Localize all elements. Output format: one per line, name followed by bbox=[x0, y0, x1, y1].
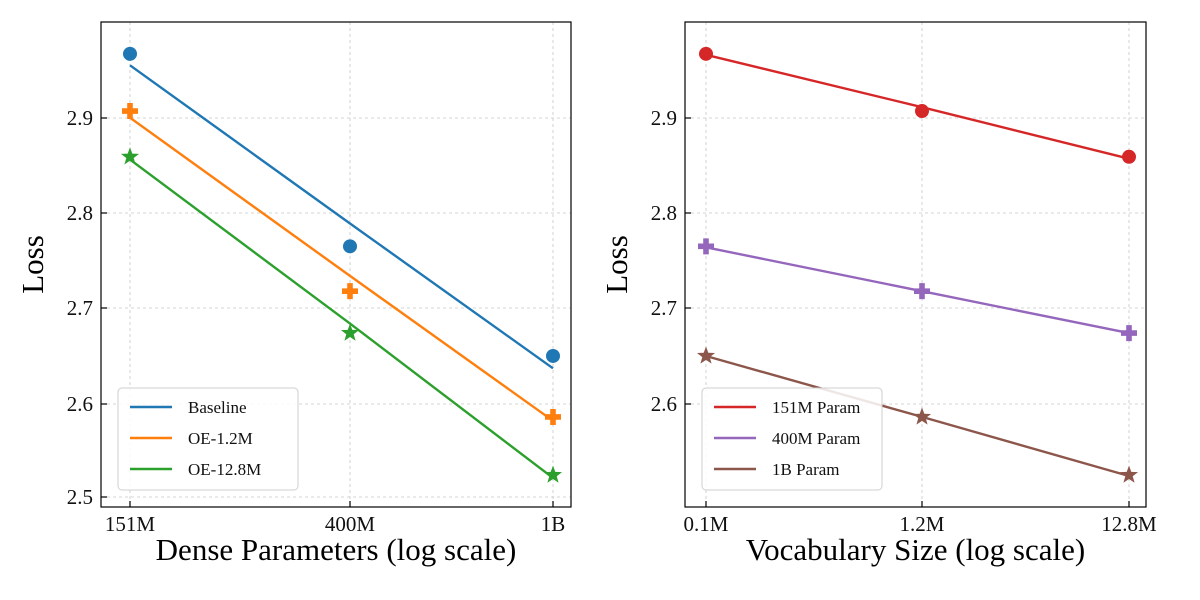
legend-entry: 151M Param bbox=[772, 398, 860, 417]
data-point bbox=[543, 465, 563, 483]
series-baseline bbox=[123, 46, 560, 370]
data-point bbox=[122, 103, 138, 120]
panel-vocabulary-size: 2.6 2.7 2.8 2.9 0.1M 1.2M 12.8M Vocabulary Size… bbox=[599, 21, 1157, 567]
y-tick-label: 2.7 bbox=[651, 296, 677, 320]
y-tick-label: 2.8 bbox=[67, 201, 93, 225]
y-tick-label: 2.7 bbox=[67, 296, 93, 320]
legend-entry: Baseline bbox=[188, 398, 247, 417]
y-tick-label: 2.6 bbox=[651, 392, 677, 416]
legend-entry: 1B Param bbox=[772, 460, 840, 479]
data-point bbox=[1121, 325, 1137, 342]
series-151m-param bbox=[699, 46, 1136, 164]
data-point bbox=[1119, 465, 1139, 483]
data-point bbox=[914, 283, 930, 300]
data-point bbox=[343, 239, 357, 254]
data-point bbox=[1122, 149, 1136, 164]
data-point bbox=[698, 238, 714, 255]
legend-entry: OE-12.8M bbox=[188, 460, 261, 479]
series-fit-line bbox=[129, 116, 554, 422]
y-axis-label: Loss bbox=[15, 235, 50, 294]
data-point bbox=[915, 104, 929, 119]
x-tick-label: 1B bbox=[541, 512, 566, 536]
x-tick-label: 12.8M bbox=[1101, 512, 1157, 536]
series-1b-param bbox=[696, 346, 1139, 483]
data-point bbox=[545, 408, 561, 425]
x-tick-label: 1.2M bbox=[900, 512, 945, 536]
legend-box bbox=[701, 387, 883, 491]
y-tick-label: 2.9 bbox=[651, 106, 677, 130]
y-tick-label: 2.5 bbox=[67, 485, 93, 509]
x-axis-label: Dense Parameters (log scale) bbox=[156, 532, 517, 567]
data-point bbox=[340, 323, 360, 341]
series-fit-line bbox=[129, 64, 554, 370]
x-axis-label: Vocabulary Size (log scale) bbox=[746, 532, 1085, 567]
y-tick-label: 2.8 bbox=[651, 201, 677, 225]
y-axis-label: Loss bbox=[599, 235, 634, 294]
y-tick-label: 2.9 bbox=[67, 106, 93, 130]
series-oe-1-2m bbox=[122, 103, 561, 425]
data-point bbox=[342, 283, 358, 300]
data-point bbox=[699, 46, 713, 61]
plot-frame bbox=[100, 21, 572, 508]
x-tick-label: 400M bbox=[325, 512, 376, 536]
x-tick-label: 0.1M bbox=[684, 512, 729, 536]
series-400m-param bbox=[698, 238, 1137, 342]
legend: 151M Param 400M Param 1B Param bbox=[701, 387, 883, 491]
legend-entry: 400M Param bbox=[772, 429, 860, 448]
data-point bbox=[123, 46, 137, 61]
data-point bbox=[912, 407, 932, 425]
data-point bbox=[120, 147, 140, 165]
legend-box bbox=[117, 387, 299, 491]
x-tick-label: 151M bbox=[105, 512, 156, 536]
data-point bbox=[696, 346, 716, 364]
legend-entry: OE-1.2M bbox=[188, 429, 253, 448]
legend: Baseline OE-1.2M OE-12.8M bbox=[117, 387, 299, 491]
y-tick-label: 2.6 bbox=[67, 392, 93, 416]
data-point bbox=[546, 348, 560, 363]
panel-dense-parameters: 2.5 2.6 2.7 2.8 2.9 151M 400M 1B Dense Parameter… bbox=[15, 21, 572, 567]
series-oe-12-8m bbox=[120, 147, 563, 483]
plot-frame bbox=[684, 21, 1147, 508]
